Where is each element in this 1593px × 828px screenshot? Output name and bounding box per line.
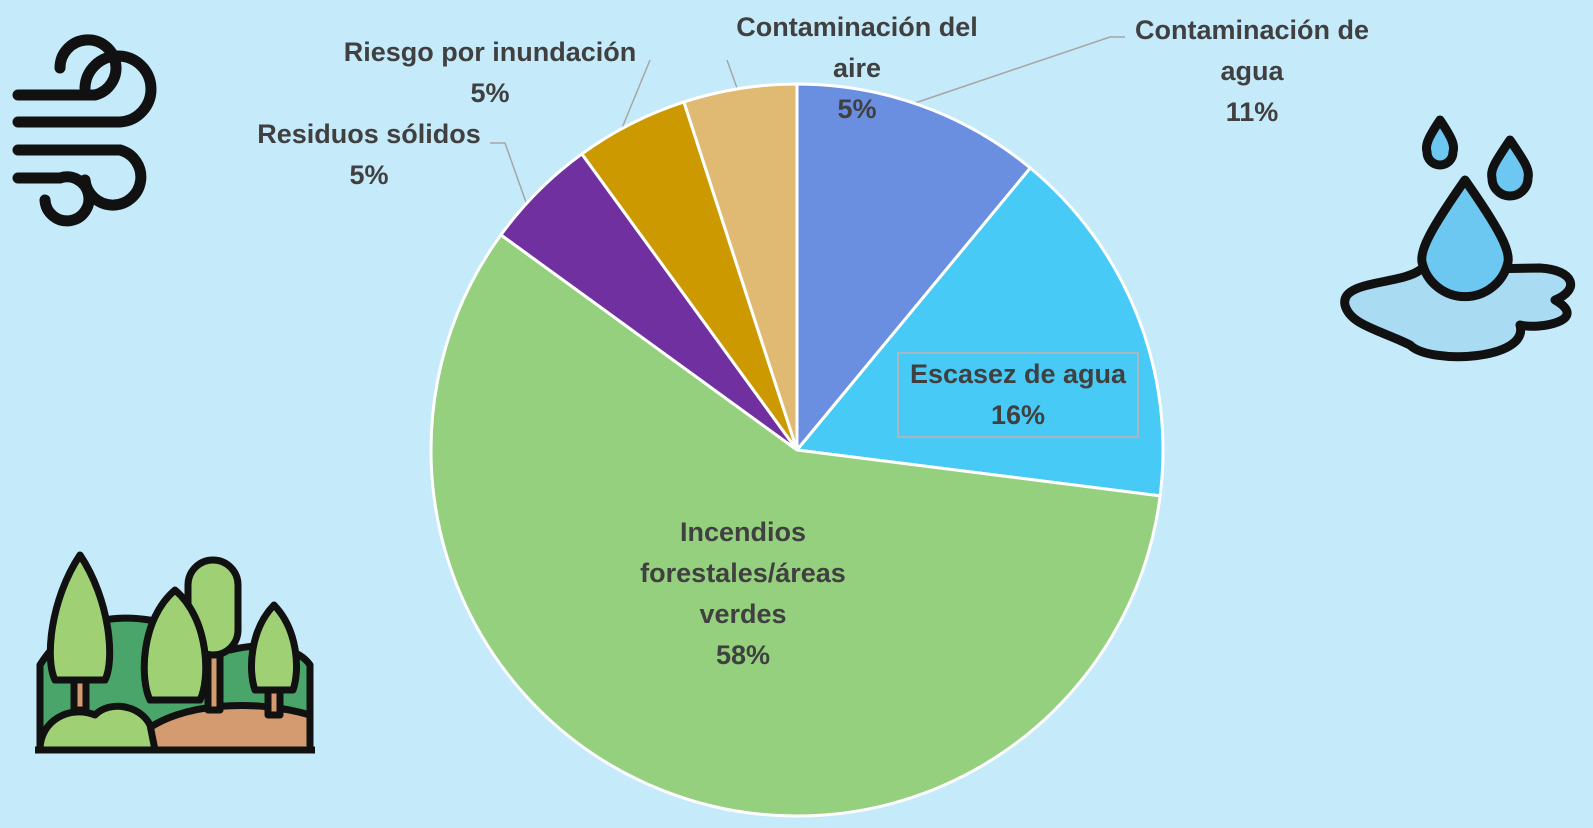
page: {"chart_data": {"type": "pie", "categori… xyxy=(0,0,1593,828)
value-label: 5% xyxy=(239,155,499,196)
category-label: Escasez de agua xyxy=(899,354,1137,395)
trees-icon xyxy=(35,555,315,750)
value-label: 5% xyxy=(320,73,660,114)
value-label: 5% xyxy=(717,89,997,130)
water-icon xyxy=(1345,120,1571,357)
value-label: 16% xyxy=(899,395,1137,436)
category-label: Riesgo por inundación xyxy=(320,32,660,73)
category-label: Incendios forestales/áreas verdes xyxy=(618,512,868,635)
pie xyxy=(431,84,1163,816)
category-label: Residuos sólidos xyxy=(239,114,499,155)
value-label: 11% xyxy=(1117,92,1387,133)
value-label: 58% xyxy=(618,635,868,676)
wind-icon xyxy=(18,40,151,221)
category-label: Contaminación del aire xyxy=(717,7,997,89)
category-label: Contaminación de agua xyxy=(1117,10,1387,92)
